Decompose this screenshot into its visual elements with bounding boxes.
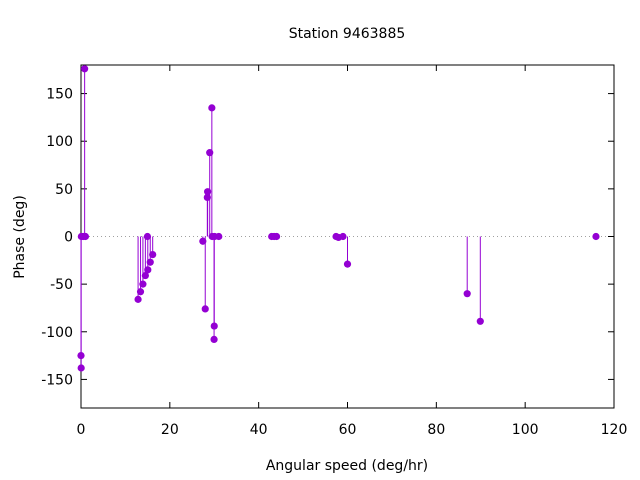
data-point xyxy=(146,258,154,266)
data-point xyxy=(134,295,142,303)
data-point xyxy=(592,232,600,241)
data-point xyxy=(201,305,209,313)
data-point xyxy=(272,232,281,241)
x-tick-label: 80 xyxy=(427,422,445,438)
y-tick-label: 150 xyxy=(46,87,73,103)
data-point xyxy=(210,335,218,343)
y-tick-label: 0 xyxy=(64,230,73,246)
data-point xyxy=(343,260,352,268)
data-point xyxy=(215,232,223,241)
data-point xyxy=(136,288,145,296)
y-tick-label: 100 xyxy=(46,134,73,150)
data-point xyxy=(463,290,471,298)
data-point xyxy=(141,271,149,280)
axis-tick-labels: 0 20 40 60 80 100 120 -150 -100 -50 0 50 100 150 xyxy=(41,87,627,438)
data-point xyxy=(81,65,89,73)
data-point xyxy=(339,232,347,241)
x-tick-label: 100 xyxy=(512,422,539,438)
y-tick-label: 50 xyxy=(55,182,73,198)
data-point xyxy=(149,251,157,259)
data-point xyxy=(476,317,484,325)
y-tick-label: -50 xyxy=(50,277,73,293)
data-point xyxy=(210,322,218,330)
x-tick-label: 0 xyxy=(77,422,86,438)
data-point xyxy=(77,364,85,372)
x-tick-label: 40 xyxy=(250,422,268,438)
x-axis-label: Angular speed (deg/hr) xyxy=(266,458,428,474)
data-marks xyxy=(77,65,600,372)
x-tick-label: 120 xyxy=(601,422,628,438)
y-tick-label: -150 xyxy=(41,372,73,388)
data-point xyxy=(144,266,152,274)
data-point xyxy=(139,280,147,288)
data-point xyxy=(81,232,90,241)
data-point xyxy=(199,237,207,245)
y-tick-label: -100 xyxy=(41,325,73,341)
x-tick-label: 60 xyxy=(339,422,357,438)
y-axis-label: Phase (deg) xyxy=(12,195,28,279)
x-tick-label: 20 xyxy=(161,422,179,438)
chart-title: Station 9463885 xyxy=(289,26,406,42)
data-point xyxy=(208,104,216,112)
